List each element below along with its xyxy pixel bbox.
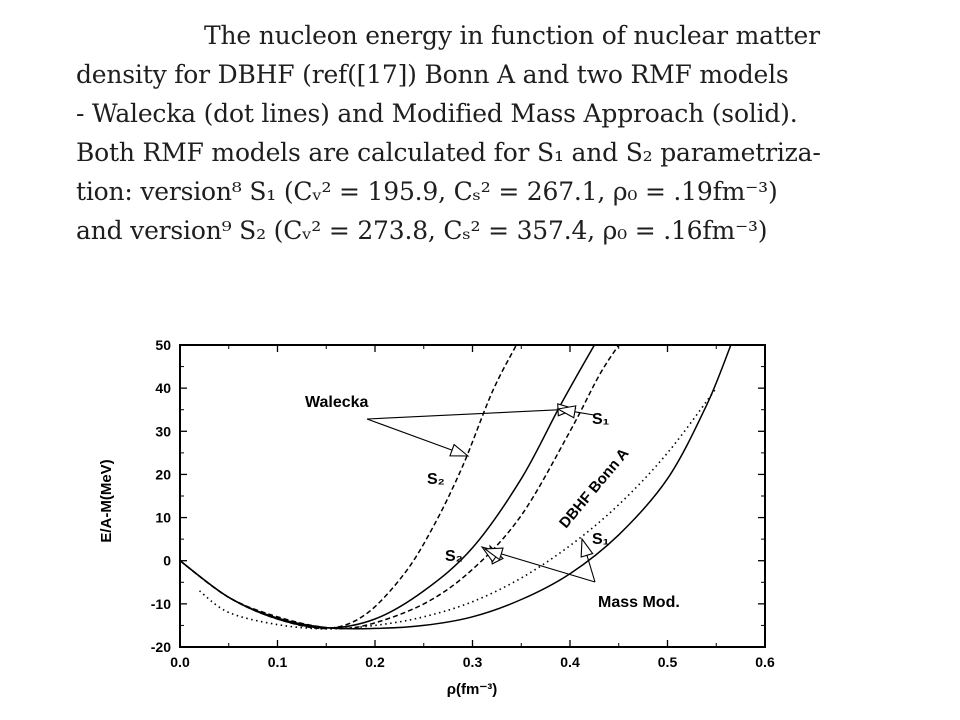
y-tick-label: 30 bbox=[155, 423, 171, 439]
s1-upper-label: S₁ bbox=[592, 411, 610, 428]
plot-frame bbox=[179, 344, 766, 648]
mass-mod-arrow-s1 bbox=[586, 555, 596, 583]
walecka-arrow-s2 bbox=[366, 418, 453, 451]
walecka-arrow-s1 bbox=[366, 409, 559, 420]
series-layer bbox=[180, 345, 732, 630]
energy-density-chart: 0.0 0.1 0.2 0.3 0.4 0.5 0.6 -20 -10 0 10 20 30 40 50 E… bbox=[98, 337, 775, 698]
x-tick-label: 0.3 bbox=[463, 654, 483, 670]
y-tick-label: 10 bbox=[155, 510, 171, 526]
x-tick-label: 0.5 bbox=[658, 654, 678, 670]
caption-line-2: density for DBHF (ref([17]) Bonn A and t… bbox=[76, 60, 789, 89]
figure-caption: The nucleon energy in function of nuclea… bbox=[76, 16, 906, 290]
mass-mod-arrow-s2 bbox=[501, 553, 596, 583]
s1-upper-arrow-head bbox=[556, 405, 577, 419]
walecka-label: Walecka bbox=[305, 394, 369, 411]
mass-mod-s2-curve bbox=[180, 345, 596, 629]
x-axis-label: ρ(fm⁻³) bbox=[447, 681, 498, 698]
mass-mod-arrow-s1-head bbox=[580, 537, 594, 558]
s2-upper-label: S₂ bbox=[427, 471, 445, 488]
walecka-arrow-s2-head bbox=[449, 443, 470, 457]
x-tick-label: 0.4 bbox=[560, 654, 580, 670]
caption-line-6: and version⁹ S₂ (Cᵥ² = 273.8, Cₛ² = 357.… bbox=[76, 216, 768, 245]
mass-mod-s1-curve bbox=[180, 345, 732, 630]
y-axis-label: E/A-M(MeV) bbox=[98, 459, 115, 542]
x-tick-label: 0.2 bbox=[365, 654, 385, 670]
y-tick-label: 0 bbox=[163, 553, 171, 569]
x-tick-label: 0.6 bbox=[755, 654, 775, 670]
caption-line-3: - Walecka (dot lines) and Modified Mass … bbox=[76, 99, 798, 128]
s2-lower-label: S₂ bbox=[445, 548, 463, 565]
caption-line-4: Both RMF models are calculated for S₁ an… bbox=[76, 138, 821, 167]
ticks-layer: 0.0 0.1 0.2 0.3 0.4 0.5 0.6 -20 -10 0 10 20 30 40 50 bbox=[151, 337, 775, 670]
x-tick-label: 0.1 bbox=[268, 654, 288, 670]
walecka-s2-curve bbox=[180, 345, 518, 630]
dbhf-bonn-a-label: DBHF Bonn A bbox=[556, 445, 633, 532]
y-tick-label: -20 bbox=[151, 639, 171, 655]
y-tick-label: -10 bbox=[151, 596, 171, 612]
caption-line-1: The nucleon energy in function of nuclea… bbox=[204, 21, 820, 50]
x-tick-label: 0.0 bbox=[170, 654, 190, 670]
y-tick-label: 40 bbox=[155, 380, 171, 396]
caption-line-5: tion: version⁸ S₁ (Cᵥ² = 195.9, Cₛ² = 26… bbox=[76, 177, 778, 206]
y-tick-label: 20 bbox=[155, 466, 171, 482]
annotation-arrows bbox=[366, 403, 596, 583]
y-tick-label: 50 bbox=[155, 337, 171, 353]
mass-mod-arrow-s2-head bbox=[483, 547, 504, 561]
s1-upper-arrow bbox=[574, 411, 595, 416]
mass-mod-label: Mass Mod. bbox=[598, 594, 680, 611]
s1-lower-label: S₁ bbox=[592, 531, 610, 548]
dbhf-bonn-a-curve bbox=[199, 387, 717, 630]
walecka-s1-curve bbox=[180, 345, 620, 630]
